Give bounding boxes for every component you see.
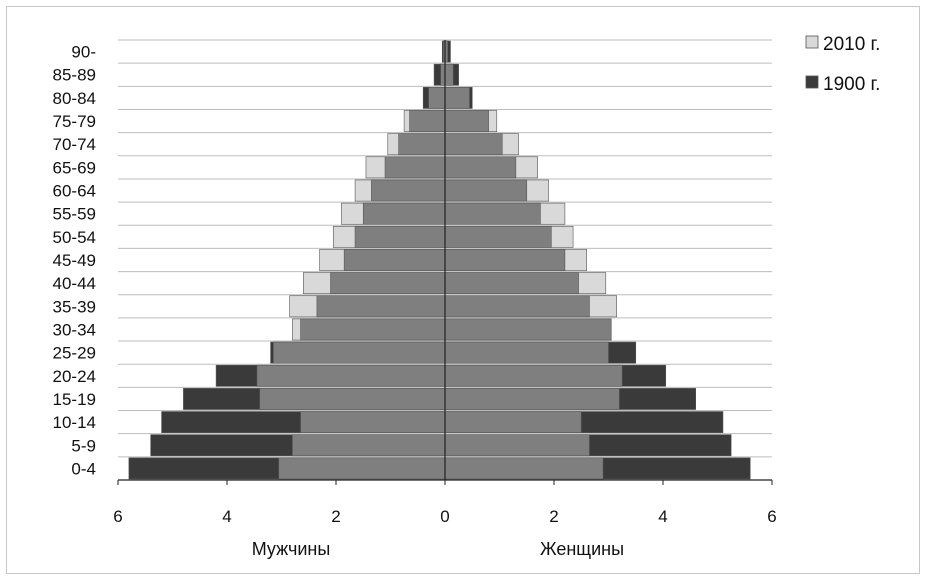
bar-overlap-female-85-89 — [444, 63, 454, 86]
age-label: 35-39 — [53, 297, 96, 316]
bars — [128, 40, 751, 480]
x-tick-labels: 6 4 2 0 2 4 6 — [113, 480, 777, 526]
age-label: 25-29 — [53, 344, 96, 363]
bar-overlap-male-70-74 — [398, 133, 446, 156]
age-label: 30-34 — [53, 320, 96, 339]
age-label: 0-4 — [71, 459, 96, 478]
x-tick-label: 2 — [549, 507, 558, 526]
bar-overlap-male-5-9 — [292, 434, 446, 457]
bar-overlap-female-25-29 — [444, 341, 609, 364]
bar-overlap-female-5-9 — [444, 434, 590, 457]
bar-overlap-male-15-19 — [259, 388, 446, 410]
bar-overlap-female-70-74 — [444, 133, 503, 156]
bar-overlap-female-60-64 — [444, 179, 528, 202]
bar-overlap-female-20-24 — [444, 364, 623, 387]
bar-overlap-male-35-39 — [316, 295, 446, 318]
bar-overlap-female-30-34 — [444, 318, 612, 341]
legend-swatch — [805, 75, 819, 89]
age-label: 80-84 — [53, 89, 96, 108]
age-label: 10-14 — [53, 413, 96, 432]
legend-label: 2010 г. — [823, 34, 880, 55]
age-label: 40-44 — [53, 274, 96, 293]
age-label: 85-89 — [53, 66, 96, 85]
bar-overlap-male-45-49 — [343, 249, 446, 271]
bar-overlap-female-0-4 — [444, 457, 604, 480]
age-label: 20-24 — [53, 367, 96, 386]
bar-overlap-female-65-69 — [444, 156, 517, 179]
x-tick-label: 6 — [113, 507, 122, 526]
bar-overlap-female-80-84 — [444, 87, 470, 109]
age-label: 15-19 — [53, 390, 96, 409]
bar-overlap-female-55-59 — [444, 202, 541, 225]
x-tick-label: 6 — [767, 507, 776, 526]
age-label: 60-64 — [53, 182, 96, 201]
x-tick-label: 2 — [331, 507, 340, 526]
age-label: 55-59 — [53, 205, 96, 224]
x-tick-label: 4 — [222, 507, 231, 526]
age-label: 45-49 — [53, 251, 96, 270]
x-tick-label: 0 — [440, 507, 449, 526]
x-axis-title-men: Мужчины — [252, 539, 331, 559]
bar-overlap-female-10-14 — [444, 411, 582, 433]
bar-overlap-male-80-84 — [428, 87, 446, 109]
age-label: 90- — [71, 43, 96, 62]
bar-overlap-male-25-29 — [273, 341, 446, 364]
bar-overlap-male-10-14 — [300, 411, 446, 433]
legend-label: 1900 г. — [823, 74, 880, 95]
bar-overlap-male-55-59 — [362, 202, 446, 225]
x-axis-title-women: Женщины — [540, 539, 624, 559]
bar-overlap-male-50-54 — [354, 225, 446, 248]
bar-overlap-male-40-44 — [330, 272, 446, 295]
age-label: 65-69 — [53, 158, 96, 177]
bar-overlap-female-45-49 — [444, 249, 566, 271]
bar-overlap-male-65-69 — [384, 156, 446, 179]
age-label: 50-54 — [53, 228, 96, 247]
bar-overlap-female-40-44 — [444, 272, 579, 295]
age-label: 70-74 — [53, 135, 96, 154]
legend: 2010 г. 1900 г. — [805, 34, 880, 95]
bar-overlap-male-60-64 — [371, 179, 446, 202]
bar-overlap-female-15-19 — [444, 388, 620, 410]
age-label: 5-9 — [71, 436, 96, 455]
bar-overlap-female-35-39 — [444, 295, 590, 318]
bar-overlap-female-75-79 — [444, 110, 489, 132]
bar-overlap-male-75-79 — [409, 110, 446, 132]
legend-swatch — [805, 35, 819, 49]
bar-overlap-female-50-54 — [444, 225, 552, 248]
bar-overlap-male-85-89 — [440, 63, 446, 86]
age-group-labels: 0-4 5-9 10-14 15-19 20-24 25-29 30-34 35-39 40-4… — [53, 43, 96, 479]
bar-overlap-male-0-4 — [278, 457, 446, 480]
age-label: 75-79 — [53, 112, 96, 131]
bar-overlap-male-30-34 — [300, 318, 446, 341]
bar-overlap-male-20-24 — [256, 364, 446, 387]
x-tick-label: 4 — [658, 507, 667, 526]
